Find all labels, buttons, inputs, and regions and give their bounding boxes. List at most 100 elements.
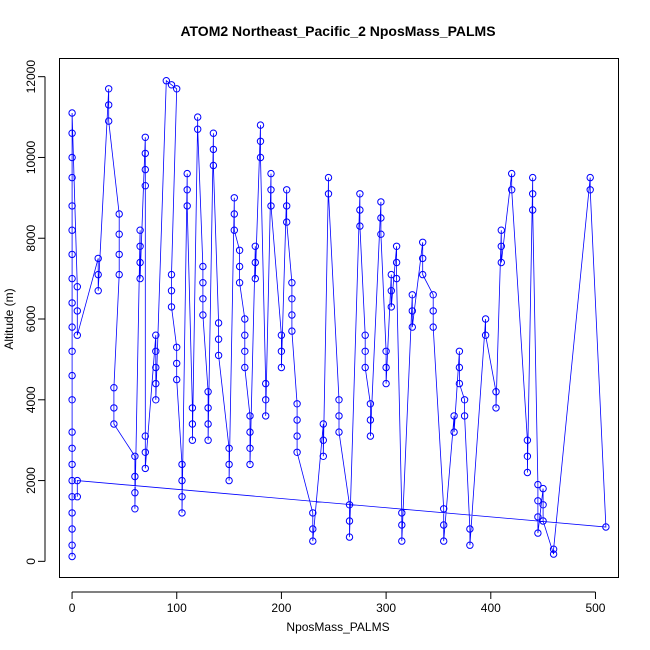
- data-point: [68, 552, 76, 561]
- data-point: [68, 476, 76, 485]
- data-point: [429, 291, 437, 299]
- data-point: [419, 270, 427, 279]
- data-point: [131, 505, 139, 513]
- data-point: [283, 202, 291, 210]
- data-point: [209, 161, 218, 170]
- data-point: [460, 412, 469, 420]
- data-point: [387, 270, 395, 279]
- data-point: [115, 270, 123, 279]
- data-point: [199, 311, 207, 319]
- data-point: [539, 501, 547, 509]
- data-point: [277, 347, 286, 355]
- x-tick-label: 0: [69, 601, 76, 615]
- data-point: [497, 242, 505, 251]
- data-point: [382, 347, 390, 355]
- data-point: [136, 274, 144, 283]
- data-point: [194, 113, 202, 121]
- y-axis-title: Altitude (m): [2, 288, 16, 349]
- data-point: [204, 436, 212, 444]
- data-point: [204, 404, 212, 412]
- data-point: [429, 323, 437, 331]
- data-point: [382, 363, 390, 372]
- data-point: [152, 331, 160, 339]
- data-point: [602, 523, 610, 531]
- data-point: [204, 388, 212, 396]
- data-point: [335, 428, 343, 436]
- data-point: [529, 173, 537, 182]
- data-point: [508, 186, 516, 194]
- data-point: [283, 218, 291, 226]
- data-point: [523, 468, 532, 477]
- data-point: [162, 77, 171, 85]
- data-point: [246, 412, 254, 420]
- data-point: [105, 117, 113, 125]
- data-point: [241, 315, 249, 323]
- data-point: [419, 238, 427, 247]
- data-point: [398, 521, 406, 529]
- data-point: [173, 85, 181, 93]
- data-point: [534, 497, 542, 505]
- data-point: [345, 501, 354, 509]
- data-point: [73, 283, 82, 291]
- data-point: [110, 420, 118, 428]
- data-point: [455, 347, 464, 355]
- data-point: [450, 428, 458, 436]
- data-point: [251, 274, 260, 283]
- data-point: [141, 464, 150, 473]
- data-point: [68, 226, 76, 234]
- data-point: [387, 287, 395, 295]
- x-tick-label: 300: [376, 601, 396, 615]
- data-point: [173, 359, 181, 368]
- data-point: [497, 226, 505, 234]
- x-tick-label: 100: [167, 601, 187, 615]
- data-point: [534, 529, 542, 537]
- data-point: [251, 242, 260, 251]
- data-point: [288, 295, 296, 303]
- data-point: [309, 525, 317, 533]
- data-point: [68, 371, 76, 380]
- data-point: [141, 432, 150, 440]
- y-tick-label: 10000: [24, 140, 38, 174]
- data-point: [256, 137, 265, 146]
- data-point: [460, 396, 469, 404]
- data-point: [68, 460, 76, 469]
- data-point: [492, 404, 500, 412]
- chart-title: ATOM2 Northeast_Pacific_2 NposMass_PALMS: [180, 23, 495, 39]
- data-point: [492, 388, 500, 396]
- data-point: [356, 190, 364, 198]
- data-point: [230, 210, 239, 218]
- data-point: [319, 420, 327, 428]
- data-point: [309, 509, 317, 517]
- data-point: [377, 230, 385, 238]
- data-point: [466, 541, 474, 549]
- data-point: [68, 541, 76, 549]
- data-point: [209, 145, 218, 154]
- data-point: [141, 448, 150, 456]
- data-point: [68, 153, 76, 162]
- data-point: [377, 214, 385, 222]
- data-point: [183, 186, 191, 194]
- data-point: [481, 331, 490, 339]
- data-point: [366, 432, 375, 440]
- data-point: [523, 436, 532, 444]
- data-point: [68, 173, 76, 182]
- data-point: [115, 250, 123, 259]
- data-point: [141, 133, 150, 142]
- data-point: [366, 400, 375, 408]
- data-point: [529, 206, 537, 214]
- data-point: [173, 343, 181, 351]
- data-point: [241, 363, 249, 372]
- y-tick-label: 6000: [24, 305, 38, 332]
- data-point: [136, 242, 144, 251]
- data-point: [110, 404, 118, 412]
- data-point: [73, 307, 82, 315]
- data-point: [335, 412, 343, 420]
- data-point: [324, 173, 333, 182]
- data-point: [283, 186, 291, 194]
- data-point: [251, 258, 260, 267]
- data-point: [392, 242, 401, 251]
- data-point: [246, 460, 254, 469]
- data-point: [188, 420, 197, 428]
- data-point: [392, 258, 401, 267]
